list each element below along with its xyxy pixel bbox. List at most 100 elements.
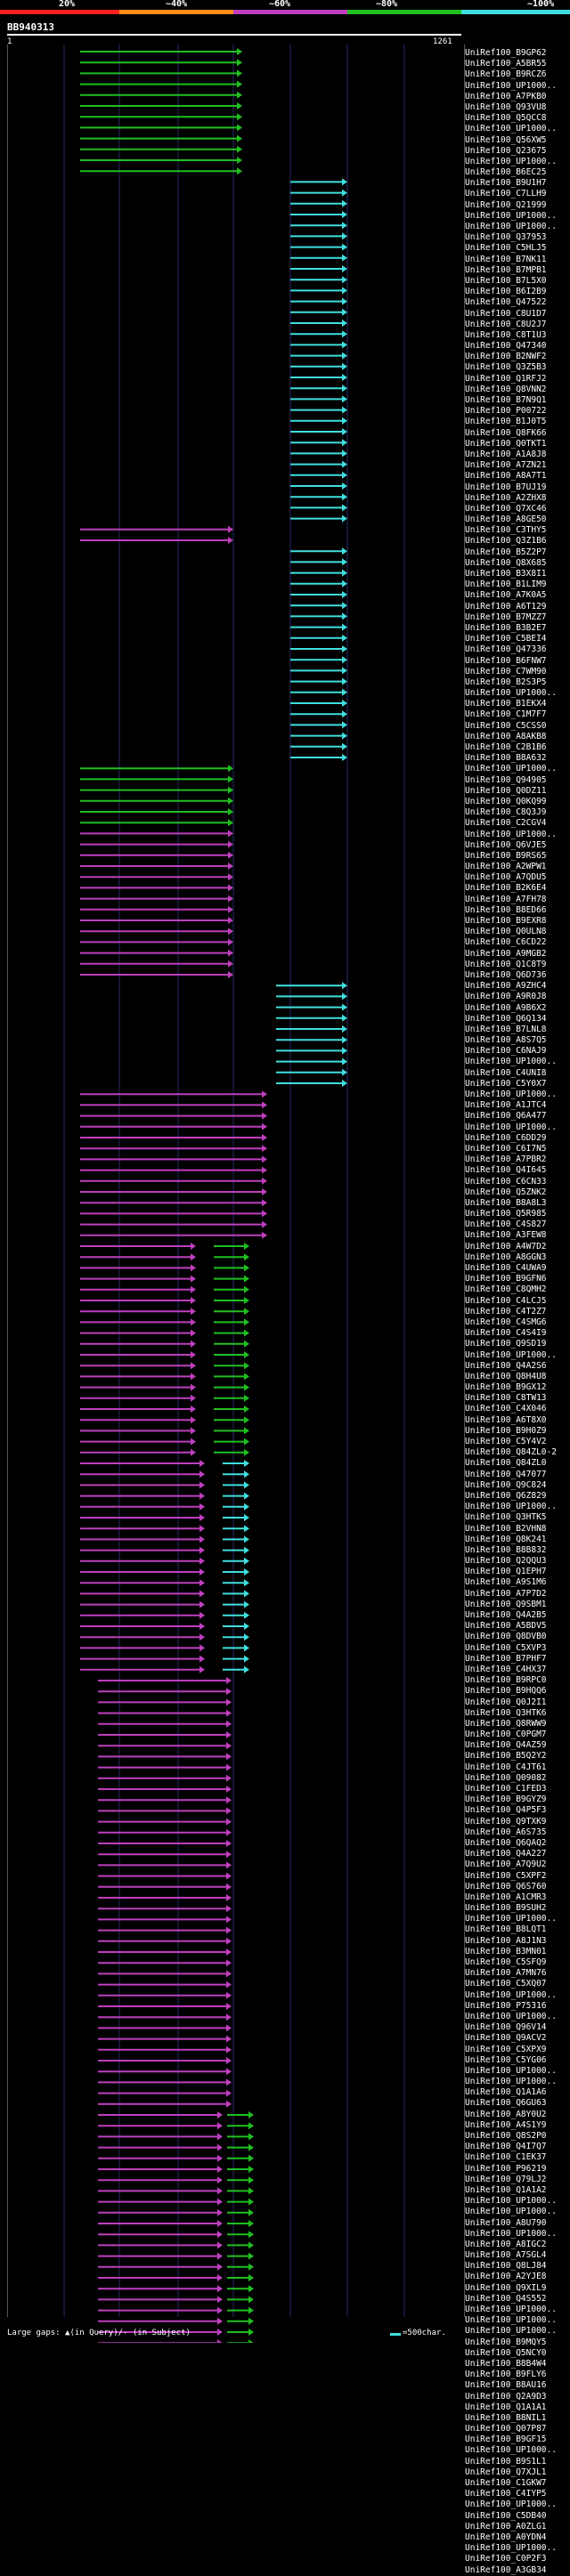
hit-id-link[interactable]: UniRef100_UP1000.. bbox=[465, 2196, 557, 2207]
hit-id-link[interactable]: UniRef100_Q1A1A6 bbox=[465, 2087, 547, 2098]
hit-id-link[interactable]: UniRef100_C8T1U3 bbox=[465, 329, 547, 340]
hit-id-link[interactable]: UniRef100_A7MN76 bbox=[465, 1968, 547, 1979]
hit-id-link[interactable]: UniRef100_Q4A2B5 bbox=[465, 1610, 547, 1620]
hit-id-link[interactable]: UniRef100_Q6D736 bbox=[465, 969, 547, 980]
hit-id-link[interactable]: UniRef100_A8U790 bbox=[465, 2217, 547, 2228]
hit-id-link[interactable]: UniRef100_UP1000.. bbox=[465, 2228, 557, 2239]
hit-id-link[interactable]: UniRef100_Q9SBM1 bbox=[465, 1599, 547, 1609]
hit-id-link[interactable]: UniRef100_A6S735 bbox=[465, 1827, 547, 1837]
hit-id-link[interactable]: UniRef100_B7UJ19 bbox=[465, 482, 547, 492]
hit-id-link[interactable]: UniRef100_Q6QAQ2 bbox=[465, 1837, 547, 1848]
hit-id-link[interactable]: UniRef100_Q84ZL0 bbox=[465, 1458, 547, 1469]
hit-id-link[interactable]: UniRef100_C0P2F3 bbox=[465, 2554, 547, 2564]
hit-id-link[interactable]: UniRef100_B9GYZ9 bbox=[465, 1794, 547, 1805]
hit-id-link[interactable]: UniRef100_Q3Z1B6 bbox=[465, 536, 547, 547]
hit-id-link[interactable]: UniRef100_Q6A477 bbox=[465, 1111, 547, 1122]
hit-id-link[interactable]: UniRef100_UP1000.. bbox=[465, 80, 557, 91]
hit-id-link[interactable]: UniRef100_B9U1H7 bbox=[465, 178, 547, 189]
hit-id-link[interactable]: UniRef100_B9RPC0 bbox=[465, 1675, 547, 1686]
hit-id-link[interactable]: UniRef100_Q6Q134 bbox=[465, 1013, 547, 1024]
hit-id-link[interactable]: UniRef100_C8Q3J9 bbox=[465, 807, 547, 818]
hit-id-link[interactable]: UniRef100_Q8K241 bbox=[465, 1534, 547, 1544]
hit-id-link[interactable]: UniRef100_B7N9Q1 bbox=[465, 395, 547, 405]
hit-id-link[interactable]: UniRef100_C8U2J7 bbox=[465, 319, 547, 329]
hit-id-link[interactable]: UniRef100_A9B6X2 bbox=[465, 1002, 547, 1013]
hit-id-link[interactable]: UniRef100_C5XVP3 bbox=[465, 1642, 547, 1653]
hit-id-link[interactable]: UniRef100_B9GF15 bbox=[465, 2434, 547, 2445]
hit-id-link[interactable]: UniRef100_UP1000.. bbox=[465, 1122, 557, 1132]
hit-id-link[interactable]: UniRef100_UP1000.. bbox=[465, 1502, 557, 1512]
hit-id-link[interactable]: UniRef100_A7SGL4 bbox=[465, 2250, 547, 2261]
hit-id-link[interactable]: UniRef100_B9SUH2 bbox=[465, 1903, 547, 1914]
hit-id-link[interactable]: UniRef100_B9GP62 bbox=[465, 48, 547, 58]
hit-id-link[interactable]: UniRef100_B8B832 bbox=[465, 1544, 547, 1555]
hit-id-link[interactable]: UniRef100_B7L5X0 bbox=[465, 275, 547, 286]
hit-id-link[interactable]: UniRef100_Q1A1A2 bbox=[465, 2184, 547, 2195]
hit-id-link[interactable]: UniRef100_Q4P5F3 bbox=[465, 1805, 547, 1816]
hit-id-link[interactable]: UniRef100_C5XPF2 bbox=[465, 1870, 547, 1881]
hit-id-link[interactable]: UniRef100_Q5NCY0 bbox=[465, 2347, 547, 2358]
hit-id-link[interactable]: UniRef100_B7MZZ7 bbox=[465, 612, 547, 622]
hit-id-link[interactable]: UniRef100_A1A8J8 bbox=[465, 449, 547, 459]
hit-id-link[interactable]: UniRef100_C6CD22 bbox=[465, 937, 547, 948]
hit-id-link[interactable]: UniRef100_C5XPX9 bbox=[465, 2044, 547, 2054]
hit-id-link[interactable]: UniRef100_Q79LJ2 bbox=[465, 2174, 547, 2184]
hit-id-link[interactable]: UniRef100_UP1000.. bbox=[465, 1349, 557, 1360]
hit-id-link[interactable]: UniRef100_C8TW13 bbox=[465, 1393, 547, 1404]
hit-id-link[interactable]: UniRef100_A7K0A5 bbox=[465, 590, 547, 601]
hit-id-link[interactable]: UniRef100_A3GB34 bbox=[465, 2564, 547, 2575]
hit-id-link[interactable]: UniRef100_A6T8X0 bbox=[465, 1414, 547, 1425]
hit-id-link[interactable]: UniRef100_Q8X685 bbox=[465, 557, 547, 568]
hit-id-link[interactable]: UniRef100_Q47077 bbox=[465, 1469, 547, 1479]
hit-id-link[interactable]: UniRef100_A9R0J8 bbox=[465, 992, 547, 1002]
hit-id-link[interactable]: UniRef100_A8IGC2 bbox=[465, 2239, 547, 2249]
hit-id-link[interactable]: UniRef100_A2ZHX8 bbox=[465, 492, 547, 503]
hit-id-link[interactable]: UniRef100_C7WM90 bbox=[465, 666, 547, 676]
hit-id-link[interactable]: UniRef100_B9EXR8 bbox=[465, 916, 547, 926]
hit-id-link[interactable]: UniRef100_A7FH78 bbox=[465, 894, 547, 904]
hit-id-link[interactable]: UniRef100_UP1000.. bbox=[465, 764, 557, 774]
hit-id-link[interactable]: UniRef100_Q47340 bbox=[465, 341, 547, 352]
hit-id-link[interactable]: UniRef100_A6T129 bbox=[465, 601, 547, 612]
hit-id-link[interactable]: UniRef100_UP1000.. bbox=[465, 1090, 557, 1099]
hit-id-link[interactable]: UniRef100_C4S4I9 bbox=[465, 1328, 547, 1339]
hit-id-link[interactable]: UniRef100_UP1000.. bbox=[465, 156, 557, 166]
hit-id-link[interactable]: UniRef100_A4W7D2 bbox=[465, 1241, 547, 1252]
hit-id-link[interactable]: UniRef100_C6CN33 bbox=[465, 1176, 547, 1187]
hit-id-link[interactable]: UniRef100_B9RCZ6 bbox=[465, 69, 547, 80]
hit-id-link[interactable]: UniRef100_B3X8I1 bbox=[465, 569, 547, 579]
hit-id-link[interactable]: UniRef100_C1FED3 bbox=[465, 1784, 547, 1794]
hit-id-link[interactable]: UniRef100_UP1000.. bbox=[465, 2315, 557, 2326]
hit-id-link[interactable]: UniRef100_B8A632 bbox=[465, 753, 547, 764]
hit-id-link[interactable]: UniRef100_Q6S760 bbox=[465, 1881, 547, 1891]
hit-id-link[interactable]: UniRef100_A1CMR3 bbox=[465, 1891, 547, 1902]
hit-id-link[interactable]: UniRef100_Q4A2S6 bbox=[465, 1360, 547, 1371]
hit-id-link[interactable]: UniRef100_B9H0Z9 bbox=[465, 1425, 547, 1436]
hit-id-link[interactable]: UniRef100_C5Y4V2 bbox=[465, 1437, 547, 1446]
hit-id-link[interactable]: UniRef100_C5YG06 bbox=[465, 2054, 547, 2065]
hit-id-link[interactable]: UniRef100_C4UNI8 bbox=[465, 1067, 547, 1078]
hit-id-link[interactable]: UniRef100_B7LNL8 bbox=[465, 1024, 547, 1034]
hit-id-link[interactable]: UniRef100_B1J0T5 bbox=[465, 417, 547, 427]
hit-id-link[interactable]: UniRef100_Q96V14 bbox=[465, 2022, 547, 2033]
hit-id-link[interactable]: UniRef100_UP1000.. bbox=[465, 1057, 557, 1067]
hit-id-link[interactable]: UniRef100_Q9C824 bbox=[465, 1479, 547, 1490]
hit-id-link[interactable]: UniRef100_Q0KQ99 bbox=[465, 796, 547, 806]
hit-id-link[interactable]: UniRef100_UP1000.. bbox=[465, 124, 557, 134]
hit-id-link[interactable]: UniRef100_C4JT61 bbox=[465, 1762, 547, 1772]
hit-id-link[interactable]: UniRef100_Q56XW5 bbox=[465, 134, 547, 145]
hit-id-link[interactable]: UniRef100_C2CGV4 bbox=[465, 818, 547, 829]
hit-id-link[interactable]: UniRef100_B7PHF7 bbox=[465, 1653, 547, 1664]
hit-id-link[interactable]: UniRef100_Q8DVB0 bbox=[465, 1632, 547, 1642]
hit-id-link[interactable]: UniRef100_A9MGB2 bbox=[465, 948, 547, 959]
hit-id-link[interactable]: UniRef100_C4LCJ5 bbox=[465, 1295, 547, 1306]
hit-id-link[interactable]: UniRef100_C3THY5 bbox=[465, 525, 547, 536]
hit-id-link[interactable]: UniRef100_UP1000.. bbox=[465, 2499, 557, 2510]
hit-id-link[interactable]: UniRef100_Q8RWW9 bbox=[465, 1718, 547, 1729]
hit-id-link[interactable]: UniRef100_A4S1Y9 bbox=[465, 2119, 547, 2130]
hit-id-link[interactable]: UniRef100_Q93VU8 bbox=[465, 101, 547, 112]
hit-id-link[interactable]: UniRef100_UP1000.. bbox=[465, 210, 557, 221]
hit-id-link[interactable]: UniRef100_B7NK11 bbox=[465, 254, 547, 264]
hit-id-link[interactable]: UniRef100_Q8FK66 bbox=[465, 427, 547, 438]
hit-id-link[interactable]: UniRef100_B7MPB1 bbox=[465, 264, 547, 275]
